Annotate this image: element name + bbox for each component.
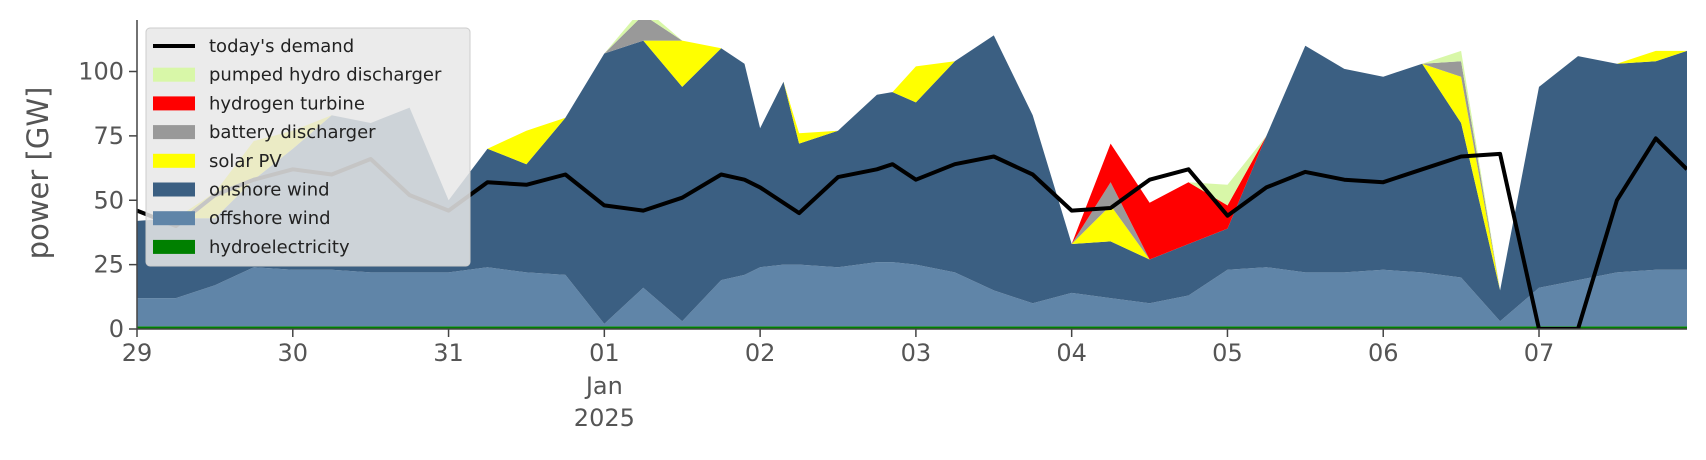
legend-label-hydrogen-turbine: hydrogen turbine bbox=[209, 93, 365, 114]
legend-label-today-s-demand: today's demand bbox=[209, 36, 354, 57]
legend-label-solar-pv: solar PV bbox=[209, 151, 282, 172]
legend-swatch-hydrogen-turbine bbox=[153, 96, 195, 111]
x-tick-label: 01 bbox=[589, 339, 620, 367]
legend-label-hydroelectricity: hydroelectricity bbox=[209, 237, 350, 258]
y-tick-label: 50 bbox=[93, 186, 124, 214]
y-tick-label: 75 bbox=[93, 122, 124, 150]
legend-swatch-onshore-wind bbox=[153, 182, 195, 197]
legend-label-battery-discharger: battery discharger bbox=[209, 122, 376, 143]
legend-label-onshore-wind: onshore wind bbox=[209, 180, 330, 201]
y-tick-label: 0 bbox=[109, 315, 124, 343]
axes: 0 25 50 75 100 29 30 31 01 02 03 04 05 06 07 Jan 2025 bbox=[78, 20, 1687, 432]
legend-swatch-solar-pv bbox=[153, 153, 195, 168]
x-tick-label: 02 bbox=[745, 339, 776, 367]
area-solar-pv bbox=[137, 35, 1687, 291]
legend-swatch-battery-discharger bbox=[153, 125, 195, 140]
legend-box bbox=[145, 27, 471, 267]
legend-label-offshore-wind: offshore wind bbox=[209, 208, 331, 229]
legend: today's demand pumped hydro discharger hyd… bbox=[145, 27, 471, 267]
x-tick-sublabel: 2025 bbox=[574, 404, 635, 432]
legend-label-pumped-hydro-discharger: pumped hydro discharger bbox=[209, 65, 442, 86]
legend-swatch-offshore-wind bbox=[153, 211, 195, 226]
x-tick-sublabel: Jan bbox=[584, 372, 623, 400]
x-tick-label: 29 bbox=[122, 339, 153, 367]
x-tick-label: 04 bbox=[1056, 339, 1087, 367]
x-tick-label: 06 bbox=[1368, 339, 1399, 367]
y-tick-label: 100 bbox=[78, 58, 124, 86]
x-tick-label: 03 bbox=[901, 339, 932, 367]
area-offshore-wind bbox=[137, 262, 1687, 327]
area-onshore-wind bbox=[137, 35, 1687, 324]
stacked-areas bbox=[137, 20, 1687, 329]
y-axis-label: power [GW] bbox=[21, 87, 55, 260]
x-tick-label: 31 bbox=[433, 339, 464, 367]
x-tick-label: 30 bbox=[278, 339, 309, 367]
y-tick-label: 25 bbox=[93, 251, 124, 279]
legend-swatch-pumped-hydro-discharger bbox=[153, 67, 195, 82]
x-tick-label: 07 bbox=[1524, 339, 1555, 367]
x-tick-label: 05 bbox=[1212, 339, 1243, 367]
legend-swatch-hydroelectricity bbox=[153, 239, 195, 254]
